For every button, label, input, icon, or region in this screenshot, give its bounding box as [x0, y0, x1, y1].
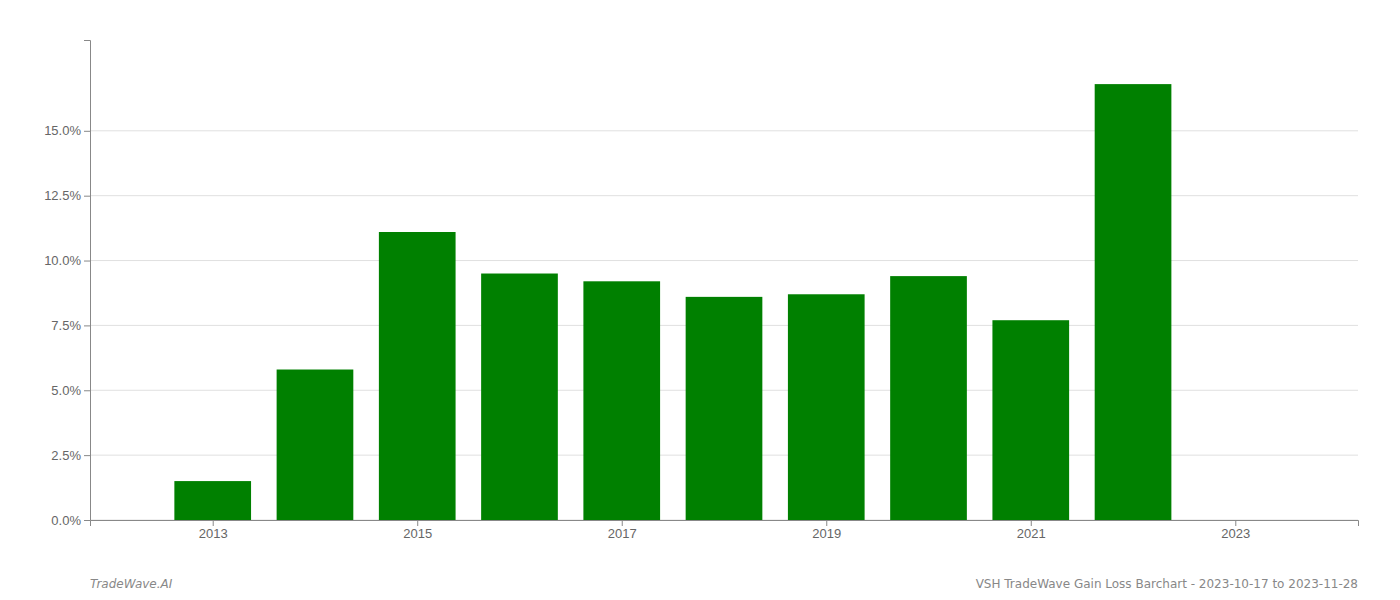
x-tick-mark — [826, 520, 827, 526]
chart-container: 0.0%2.5%5.0%7.5%10.0%12.5%15.0%201320152… — [0, 0, 1400, 600]
bar — [481, 274, 558, 520]
plot-area — [174, 84, 1171, 520]
y-tick-label: 15.0% — [44, 123, 81, 138]
y-axis-line — [84, 41, 91, 521]
y-tick-label: 5.0% — [51, 383, 81, 398]
x-tick-label: 2021 — [1017, 526, 1046, 541]
footer-right: VSH TradeWave Gain Loss Barchart - 2023-… — [976, 577, 1358, 591]
x-tick: 2013 — [199, 520, 228, 541]
bar — [992, 320, 1069, 520]
x-axis-line — [91, 521, 1359, 527]
bar — [686, 297, 763, 520]
y-tick-mark — [84, 196, 90, 197]
x-tick-label: 2019 — [812, 526, 841, 541]
x-tick-label: 2017 — [608, 526, 637, 541]
y-tick: 12.5% — [44, 188, 90, 203]
y-tick-mark — [84, 520, 90, 521]
y-tick-mark — [84, 390, 90, 391]
y-tick: 2.5% — [51, 448, 90, 463]
x-tick: 2021 — [1017, 520, 1046, 541]
x-tick-label: 2023 — [1221, 526, 1250, 541]
y-tick-label: 2.5% — [51, 448, 81, 463]
bar — [174, 481, 251, 520]
bar — [890, 276, 967, 520]
bar — [379, 232, 456, 520]
bar — [1095, 84, 1172, 520]
y-tick: 5.0% — [51, 383, 90, 398]
bar — [277, 370, 354, 520]
x-axis: 2013 2015 2017 2019 2021 2023 — [91, 520, 1359, 541]
y-tick: 0.0% — [51, 513, 90, 528]
y-tick-mark — [84, 325, 90, 326]
x-tick-mark — [417, 520, 418, 526]
x-tick: 2023 — [1221, 520, 1250, 541]
x-tick-label: 2013 — [199, 526, 228, 541]
y-tick-label: 12.5% — [44, 188, 81, 203]
y-tick-mark — [84, 455, 90, 456]
y-tick: 15.0% — [44, 123, 90, 138]
y-tick-mark — [84, 261, 90, 262]
y-tick: 7.5% — [51, 318, 90, 333]
y-tick-mark — [84, 131, 90, 132]
footer-left: TradeWave.AI — [90, 577, 173, 591]
x-tick-mark — [622, 520, 623, 526]
y-tick-label: 10.0% — [44, 253, 81, 268]
x-tick-mark — [1235, 520, 1236, 526]
x-tick: 2019 — [812, 520, 841, 541]
y-tick-label: 7.5% — [51, 318, 81, 333]
x-tick-label: 2015 — [403, 526, 432, 541]
y-tick-label: 0.0% — [51, 513, 81, 528]
bar — [583, 281, 660, 520]
bar — [788, 294, 865, 520]
x-tick-mark — [1031, 520, 1032, 526]
y-tick: 10.0% — [44, 253, 90, 268]
x-tick: 2017 — [608, 520, 637, 541]
x-tick-mark — [213, 520, 214, 526]
x-tick: 2015 — [403, 520, 432, 541]
y-axis: 0.0% 2.5% 5.0% 7.5% 10.0% 12.5% 15.0% — [44, 41, 90, 528]
chart-svg: 0.0%2.5%5.0%7.5%10.0%12.5%15.0%201320152… — [0, 0, 1400, 600]
